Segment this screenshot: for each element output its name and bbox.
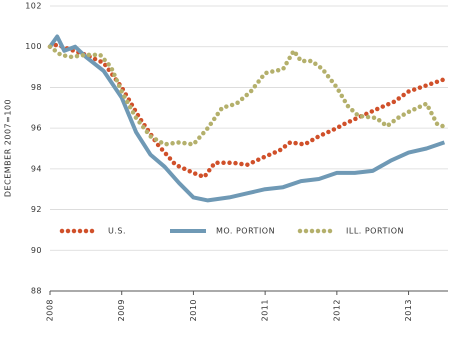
x-tick-label: 2010	[189, 299, 198, 321]
series-line	[48, 34, 446, 203]
x-tick-label: 2012	[332, 299, 341, 321]
x-tick-label: 2011	[261, 299, 270, 321]
y-tick-label: 96	[31, 124, 42, 133]
y-axis-label: DECEMBER 2007=100	[4, 99, 13, 197]
y-tick-label: 90	[31, 246, 42, 255]
y-tick-label: 98	[31, 83, 42, 92]
legend-label: U.S.	[108, 227, 126, 236]
legend-label: ILL. PORTION	[346, 227, 404, 236]
x-tick-label: 2013	[404, 299, 413, 321]
legend-label: MO. PORTION	[216, 227, 275, 236]
x-tick-label: 2008	[46, 299, 55, 321]
y-tick-label: 92	[31, 205, 42, 214]
y-tick-label: 94	[31, 164, 42, 173]
y-tick-label: 88	[31, 287, 42, 296]
series-line	[47, 42, 447, 180]
y-tick-label: 102	[25, 2, 42, 11]
y-tick-label: 100	[25, 42, 42, 51]
series-line	[47, 44, 451, 147]
x-tick-label: 2009	[117, 299, 126, 321]
